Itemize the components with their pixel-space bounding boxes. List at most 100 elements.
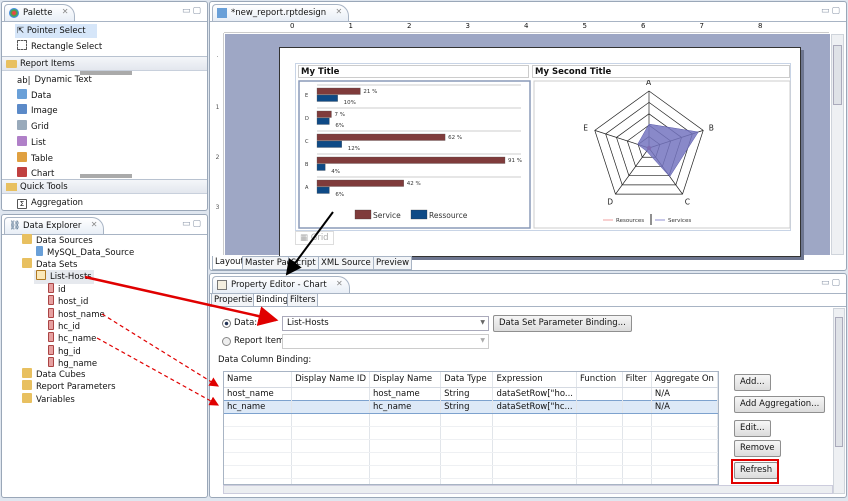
palette-item-label: Dynamic Text	[34, 75, 92, 85]
report-grid[interactable]: My Title My Second Title E 21 % 10% D 7 % 6% C…	[295, 63, 791, 231]
tree-list-hosts[interactable]: List-Hosts	[34, 270, 94, 284]
close-icon[interactable]: ✕	[335, 7, 343, 16]
close-icon[interactable]: ✕	[335, 279, 343, 288]
data-select[interactable]: List-Hosts ▼	[282, 316, 489, 331]
column-header[interactable]: Name	[224, 372, 293, 388]
scroll-down-arrow[interactable]	[80, 174, 132, 178]
close-icon[interactable]: ✕	[90, 220, 98, 229]
remove-button[interactable]: Remove	[734, 440, 781, 457]
panel-title: Property Editor - Chart	[231, 280, 327, 290]
tree-report-parameters[interactable]: Report Parameters	[22, 380, 116, 394]
table-row[interactable]: hc_name hc_name String dataSetRow["hc... N/A	[224, 399, 718, 414]
column-header[interactable]: Function	[576, 372, 623, 388]
data-radio[interactable]	[222, 319, 231, 328]
palette-item-data[interactable]: Data	[17, 88, 51, 103]
tree-column-id[interactable]: id	[48, 283, 66, 297]
column-header[interactable]: Aggregate On	[651, 372, 718, 388]
table-cell	[224, 426, 293, 440]
cell-title-2[interactable]: My Second Title	[532, 65, 790, 78]
palette-item-dynamic-text[interactable]: ab| Dynamic Text	[17, 73, 92, 87]
tree-column-hg_name[interactable]: hg_name	[48, 356, 97, 371]
table-header-row: Name Display Name ID Display Name Data Type…	[224, 372, 718, 388]
palette-tab[interactable]: Palette ✕	[4, 4, 76, 21]
report-item-select[interactable]: ▼	[282, 334, 489, 349]
radar-axis-label: C	[685, 197, 690, 206]
ruler-tick-label: 2	[407, 22, 412, 30]
table-horizontal-scrollbar[interactable]	[223, 485, 833, 494]
editor-tab-script[interactable]: Script	[288, 256, 319, 270]
palette-item-list[interactable]: List	[17, 135, 46, 150]
rectangle-select-tool[interactable]: Rectangle Select	[17, 40, 102, 54]
grid-label[interactable]: ▦ Grid	[295, 231, 334, 245]
palette-item-grid[interactable]: Grid	[17, 120, 49, 134]
minimize-maximize-icon[interactable]: ▭▢	[820, 6, 842, 16]
scroll-up-arrow[interactable]	[80, 71, 132, 75]
property-tab-filters[interactable]: Filters	[287, 293, 319, 307]
column-header[interactable]: Display Name ID	[291, 372, 370, 388]
data-set-parameter-binding-button[interactable]: Data Set Parameter Binding...	[493, 315, 632, 332]
data-explorer-tab[interactable]: ⛓ Data Explorer ✕	[4, 217, 105, 234]
close-icon[interactable]: ✕	[61, 7, 69, 16]
tree-data-cubes[interactable]: Data Cubes	[22, 368, 85, 382]
table-row[interactable]: host_name host_name String dataSetRow["ho..…	[224, 387, 718, 400]
tree-column-hc_id[interactable]: hc_id	[48, 319, 81, 334]
scroll-thumb[interactable]	[835, 317, 843, 447]
list-icon	[17, 135, 27, 146]
table-cell: String	[440, 399, 494, 414]
palette-item-image[interactable]: Image	[17, 104, 58, 118]
report-item-radio[interactable]	[222, 337, 231, 346]
minimize-maximize-icon[interactable]: ▭▢	[820, 278, 842, 288]
add-button[interactable]: Add...	[734, 374, 771, 391]
tree-variables[interactable]: Variables	[22, 392, 75, 407]
property-editor-tab[interactable]: Property Editor - Chart ✕	[212, 276, 350, 293]
property-vertical-scrollbar[interactable]	[833, 308, 845, 494]
edit-button[interactable]: Edit...	[734, 420, 771, 437]
palette-item-chart[interactable]: Chart	[17, 167, 54, 181]
tree-data-sources[interactable]: Data Sources	[22, 234, 93, 248]
legend-label: Service	[373, 211, 401, 220]
cell-title-1[interactable]: My Title	[298, 65, 529, 78]
data-explorer-icon: ⛓	[9, 221, 21, 231]
canvas: My Title My Second Title E 21 % 10% D 7 % 6% C…	[225, 34, 830, 257]
column-icon	[48, 295, 54, 306]
minimize-maximize-icon[interactable]: ▭▢	[181, 6, 203, 16]
minimize-maximize-icon[interactable]: ▭▢	[181, 219, 203, 229]
tree-column-hc_name[interactable]: hc_name	[48, 332, 96, 346]
tree-label: hc_id	[58, 321, 81, 332]
tree-mysql-data-source[interactable]: MySQL_Data_Source	[36, 246, 134, 260]
palette-item-table[interactable]: Table	[17, 151, 53, 166]
aggregation-tool[interactable]: Σ Aggregation	[17, 196, 83, 210]
data-label: 7 %	[334, 112, 344, 118]
bar-chart[interactable]: E 21 % 10% D 7 % 6% C 62 % 12% B 91 % 4% A 42 % 6% Serv…	[298, 80, 532, 230]
column-header[interactable]: Expression	[492, 372, 577, 388]
editor-vertical-scrollbar[interactable]	[831, 34, 844, 255]
scroll-thumb[interactable]	[833, 45, 842, 105]
tree-column-host_id[interactable]: host_id	[48, 295, 88, 309]
table-cell: host_name	[369, 387, 442, 400]
radar-chart[interactable]: A B C D E Resources Services	[533, 80, 791, 230]
tree-label: Data Sets	[36, 260, 78, 270]
column-header[interactable]: Filter	[622, 372, 652, 388]
editor-tab-xml-source[interactable]: XML Source	[318, 256, 374, 270]
add-aggregation-button[interactable]: Add Aggregation...	[734, 396, 826, 413]
table-cell: N/A	[651, 387, 718, 400]
column-header[interactable]: Data Type	[440, 372, 494, 388]
quick-tools-drawer[interactable]: Quick Tools	[2, 179, 207, 194]
bar-ressource-E	[316, 94, 338, 102]
table-cell	[291, 413, 370, 427]
editor-tab[interactable]: *new_report.rptdesign ✕	[212, 4, 350, 21]
column-header[interactable]: Display Name	[369, 372, 442, 388]
report-items-drawer[interactable]: Report Items	[2, 56, 207, 71]
tree-data-sets[interactable]: Data Sets	[22, 258, 77, 272]
table-cell	[440, 452, 494, 466]
pointer-icon: ⇱	[17, 26, 25, 36]
bar-ressource-B	[316, 163, 326, 171]
editor-tab-preview[interactable]: Preview	[373, 256, 413, 270]
tree-column-hg_id[interactable]: hg_id	[48, 344, 81, 359]
tree-column-host_name[interactable]: host_name	[48, 307, 105, 322]
table-cell	[576, 426, 623, 440]
folder-icon	[22, 392, 32, 403]
property-tab-binding[interactable]: Binding	[253, 293, 292, 307]
pointer-select-tool[interactable]: ⇱ Pointer Select	[15, 24, 97, 38]
binding-table[interactable]: Name Display Name ID Display Name Data Type…	[223, 371, 719, 485]
